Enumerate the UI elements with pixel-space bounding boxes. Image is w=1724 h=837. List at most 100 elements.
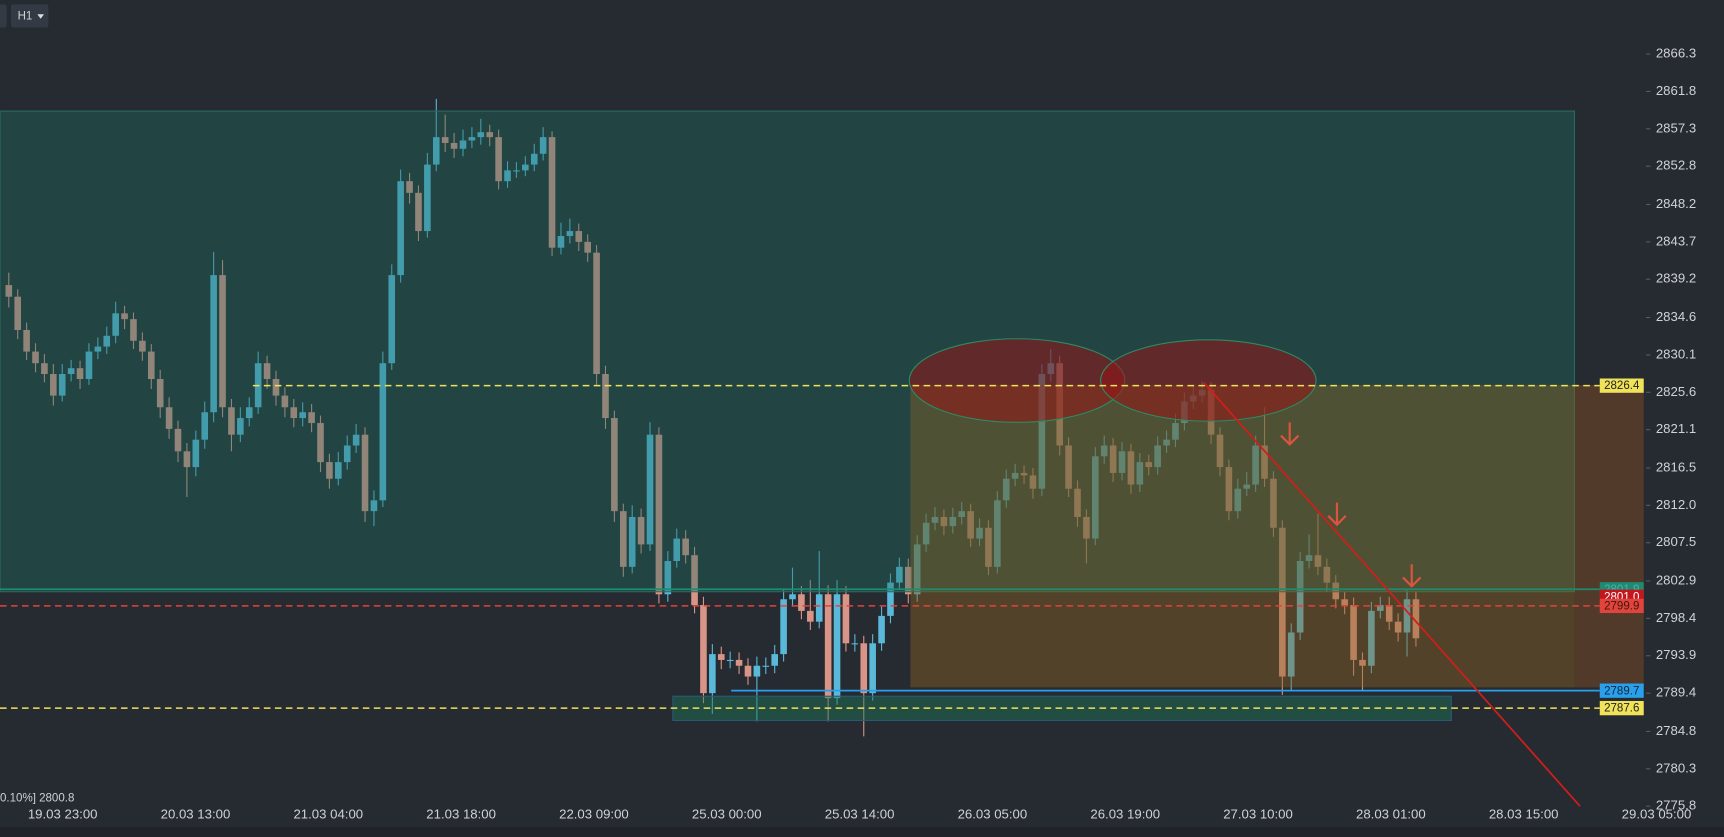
y-tick-label: 2775.8 <box>1656 798 1696 813</box>
candle-body <box>245 407 253 419</box>
price-tag <box>1599 683 1644 698</box>
drawings <box>1203 382 1581 807</box>
candle-body <box>709 654 716 694</box>
candle-body <box>1368 610 1375 666</box>
candle-body <box>593 252 600 375</box>
candle-body <box>1252 445 1259 485</box>
candle-body <box>32 351 39 364</box>
y-tick-label: 2807.5 <box>1656 534 1696 549</box>
candle-body <box>361 434 369 512</box>
candle-body <box>753 665 761 677</box>
y-tick-label: 2798.4 <box>1656 610 1696 625</box>
candle-body <box>379 363 387 501</box>
candle-body <box>548 137 556 248</box>
candle-body <box>1118 451 1126 473</box>
candle-body <box>317 423 324 463</box>
y-tick-label: 2793.9 <box>1656 647 1696 662</box>
x-tick-label: 21.03 18:00 <box>426 806 496 821</box>
selector-button[interactable] <box>0 4 7 28</box>
y-tick-label: 2834.6 <box>1656 309 1696 324</box>
candle-body <box>1385 605 1393 622</box>
price-tag-label: 2787.6 <box>1604 703 1639 715</box>
x-tick-label: 27.03 10:00 <box>1223 806 1293 821</box>
timeframe-button[interactable] <box>10 4 49 28</box>
candle-body <box>1074 488 1081 517</box>
candle-body <box>1011 472 1019 479</box>
candle-body <box>326 462 333 479</box>
x-tick-label: 21.03 04:00 <box>293 806 363 821</box>
candle-body <box>103 335 111 347</box>
y-tick-label: 2821.1 <box>1656 421 1696 436</box>
price-tag-label: 2789.7 <box>1604 685 1639 697</box>
candle-body <box>1127 451 1135 485</box>
candle-body <box>807 610 814 622</box>
candle-body <box>370 500 378 512</box>
candle-body <box>5 285 13 297</box>
candle-body <box>139 340 146 352</box>
top-ellipse <box>908 338 1126 423</box>
candle-body <box>673 538 681 562</box>
price-tag <box>1599 378 1644 393</box>
candle-body <box>459 140 467 149</box>
candle-body <box>156 378 164 408</box>
x-tick-label: 25.03 14:00 <box>825 806 895 821</box>
candle-body <box>41 363 48 375</box>
candle-body <box>441 137 449 143</box>
price-tag-label: 2799.9 <box>1604 600 1639 612</box>
candle-body <box>406 181 413 193</box>
x-tick-label: 28.03 15:00 <box>1489 806 1559 821</box>
x-tick-label: 26.03 19:00 <box>1090 806 1160 821</box>
candle-body <box>967 511 974 539</box>
candle-body <box>878 615 885 644</box>
candle-body <box>388 275 396 364</box>
y-tick-label: 2825.6 <box>1656 384 1696 399</box>
candle-body <box>468 137 476 141</box>
y-tick-label: 2848.2 <box>1656 196 1696 211</box>
candle-body <box>1296 561 1304 633</box>
candle-body <box>183 451 191 468</box>
candle-body <box>1029 475 1037 489</box>
candle-body <box>121 313 128 320</box>
candle-body <box>789 594 796 600</box>
candle-body <box>735 659 743 666</box>
top-ellipse <box>1100 339 1317 422</box>
candle-body <box>495 137 502 182</box>
y-tick-label: 2852.8 <box>1656 158 1696 173</box>
y-tick-label: 2857.3 <box>1656 120 1696 135</box>
candle-body <box>1305 555 1313 562</box>
down-arrow <box>1280 422 1300 446</box>
candle-body <box>201 412 209 440</box>
down-arrow <box>1402 564 1422 588</box>
candle-body <box>771 654 778 666</box>
candle-body <box>522 164 529 171</box>
candle-body <box>628 516 636 567</box>
candle-body <box>869 643 876 694</box>
candle-body <box>1261 445 1268 479</box>
x-tick-label: 20.03 13:00 <box>161 806 231 821</box>
down-arrow <box>1327 502 1347 527</box>
candle-body <box>237 418 244 435</box>
candle-body <box>762 665 770 667</box>
timeframe-label: H1 <box>18 11 33 23</box>
x-tick-label: 25.03 00:00 <box>692 806 762 821</box>
candle-body <box>1403 599 1411 633</box>
y-tick-label: 2843.7 <box>1656 233 1696 248</box>
candle-body <box>575 231 583 242</box>
candle-body <box>691 555 698 606</box>
candle-body <box>1323 566 1331 583</box>
teal-zone <box>0 110 1576 593</box>
timeframe-selector[interactable]: H1 <box>0 4 49 28</box>
candle-body <box>67 368 75 375</box>
candle-body <box>860 643 868 694</box>
candle-body <box>1002 478 1010 501</box>
candle-body <box>1394 621 1402 633</box>
candle-body <box>432 137 440 165</box>
candle-body <box>397 181 404 276</box>
dropdown-caret <box>37 14 44 19</box>
candle-body <box>922 522 930 545</box>
y-tick-label: 2816.5 <box>1656 459 1696 474</box>
candle-body <box>611 418 618 512</box>
candle-body <box>566 231 574 237</box>
